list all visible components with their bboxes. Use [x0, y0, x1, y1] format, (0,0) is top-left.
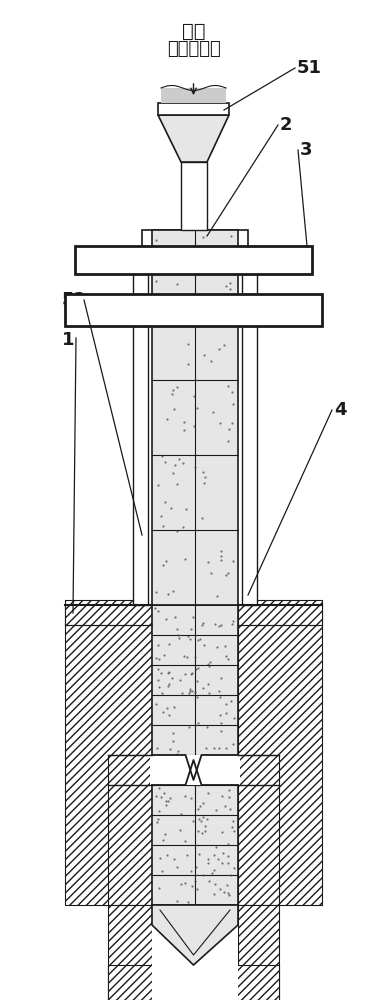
Bar: [133, 274, 148, 294]
Polygon shape: [152, 905, 238, 965]
Bar: [133, 326, 148, 605]
Bar: [152, 605, 238, 1000]
Text: 2: 2: [280, 116, 293, 134]
Bar: [108, 965, 279, 1000]
Bar: [238, 600, 322, 625]
Bar: [238, 755, 279, 905]
Polygon shape: [158, 115, 229, 162]
Text: 水下混凝土: 水下混凝土: [167, 40, 220, 58]
Bar: [65, 294, 322, 326]
Text: 51: 51: [297, 59, 322, 77]
Bar: [65, 600, 152, 625]
Bar: [242, 326, 257, 605]
Bar: [152, 230, 238, 605]
Bar: [65, 605, 152, 905]
Bar: [108, 905, 152, 1000]
Bar: [108, 755, 152, 905]
Bar: [238, 905, 279, 1000]
Bar: [181, 162, 207, 230]
Bar: [238, 605, 322, 905]
Bar: [75, 246, 312, 274]
Bar: [150, 755, 240, 785]
Text: 1: 1: [62, 331, 75, 349]
Bar: [161, 88, 226, 103]
Text: 3: 3: [300, 141, 312, 159]
Text: 4: 4: [334, 401, 346, 419]
Text: 52: 52: [62, 291, 87, 309]
Bar: [152, 605, 238, 905]
Text: 注入: 注入: [182, 22, 205, 41]
Bar: [142, 230, 248, 605]
Bar: [242, 274, 257, 294]
Bar: [158, 103, 229, 115]
